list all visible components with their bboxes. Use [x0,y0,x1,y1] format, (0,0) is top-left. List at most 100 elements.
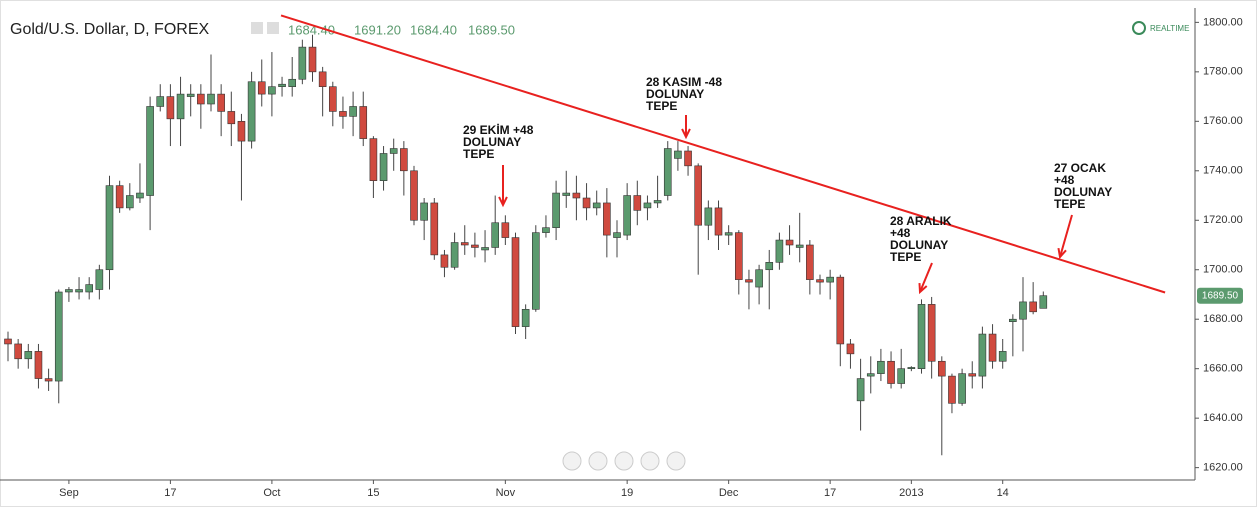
candle-body [400,148,408,172]
annotation-text: TEPE [890,250,921,264]
candle-body [948,375,956,404]
candle-body [278,83,286,87]
arrow-head [918,282,928,295]
y-tick-label: 1660.00 [1203,363,1243,375]
candle-body [958,373,966,404]
nav-right[interactable] [666,451,686,471]
candle-body [521,309,530,327]
arrow-head [1057,247,1067,260]
candle-body [968,373,977,377]
candle-body [684,150,692,167]
candle-body [136,192,144,199]
candle-body [511,237,520,327]
candle-body [339,111,347,117]
candle-body [308,46,317,73]
candle-body [1039,295,1048,309]
annotation-text: DOLUNAY [1054,185,1112,199]
candle-body [592,202,601,209]
candle-body [663,148,672,196]
candle-body [65,289,73,293]
nav-zoom-in[interactable] [640,451,660,471]
candle-body [643,202,652,209]
x-tick-label: Nov [496,487,516,499]
realtime-label: REALTIME [1150,24,1189,33]
candle-body [927,304,936,362]
candle-body [704,207,713,226]
y-tick-label: 1760.00 [1203,115,1243,127]
candle-body [156,96,165,107]
candle-body [998,351,1007,362]
arrow-head [498,196,508,208]
annotation-text: DOLUNAY [463,135,521,149]
candle-body [887,360,895,384]
candle-body [257,81,266,95]
candle-body [237,121,246,142]
x-tick-label: 17 [164,487,176,499]
icon[interactable] [251,22,263,34]
candle-body [806,244,814,280]
candle-body [217,93,225,112]
candle-body [917,304,926,369]
candle-body [978,333,987,377]
candle-body [603,202,611,236]
candle-body [44,378,53,382]
candle-body [105,185,114,271]
candle-body [785,239,794,246]
y-tick-label: 1780.00 [1203,66,1243,78]
annotation-arrow [919,262,933,293]
frame [0,0,1257,507]
candle-body [897,368,906,384]
candle-body [146,106,154,196]
candle-body [460,242,469,246]
candle-body [95,269,104,290]
candle-body [714,207,723,236]
annotation-text: DOLUNAY [890,238,948,252]
candle-body [481,247,489,251]
candle-body [14,343,22,360]
candle-body [440,254,449,268]
header-open: 1684.40 [288,22,335,37]
x-tick-label: Sep [59,487,79,499]
nav-left[interactable] [562,451,582,471]
y-tick-label: 1800.00 [1203,16,1243,28]
candle-body [491,222,500,248]
candle-body [877,360,885,374]
header-low: 1684.40 [410,22,457,37]
candle-body [907,367,916,369]
candle-body [745,279,753,283]
candle-body [85,284,93,293]
nav-zoom-out[interactable] [588,451,608,471]
candle-body [988,333,997,362]
realtime-icon [1132,21,1146,35]
x-tick-label: 15 [367,487,379,499]
annotation-text: +48 [1054,173,1075,187]
candle-body [389,148,398,154]
nav-reset[interactable] [614,451,634,471]
candle-body [937,360,946,377]
annotation-text: 28 ARALIK [890,214,952,228]
icon[interactable] [267,22,279,34]
candle-body [298,46,307,80]
candle-body [836,276,845,345]
candle-body [268,86,276,95]
candle-body [501,222,510,238]
candle-body [542,227,550,233]
candle-body [755,269,763,288]
annotation-text: TEPE [463,147,494,161]
candle-body [227,111,236,125]
candle-body [531,232,540,310]
candle-body [318,71,327,87]
candle-body [186,93,195,97]
annotation-text: TEPE [1054,197,1085,211]
x-tick-label: 14 [997,487,1009,499]
candle-body [115,185,124,209]
x-tick-label: Oct [263,487,280,499]
candle-body [552,192,560,228]
candle-body [653,200,662,204]
candle-body [866,373,875,377]
candle-body [856,378,865,402]
candle-body [734,232,743,280]
navigation [562,451,686,471]
candle-body [379,153,388,181]
